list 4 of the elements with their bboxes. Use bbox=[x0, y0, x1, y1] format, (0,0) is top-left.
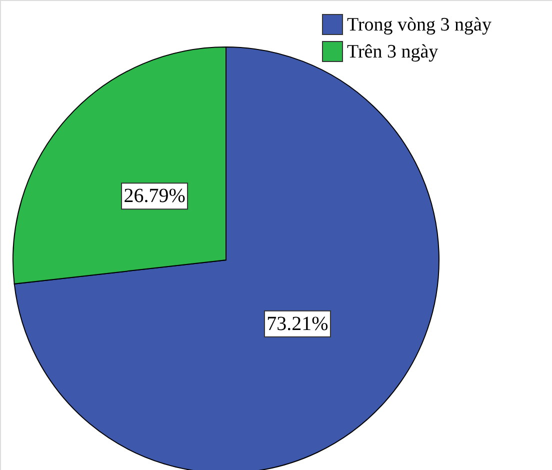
data-label: 73.21% bbox=[266, 312, 328, 335]
data-label: 26.79% bbox=[124, 185, 186, 208]
legend-label: Trên 3 ngày bbox=[347, 42, 439, 62]
legend-label: Trong vòng 3 ngày bbox=[347, 14, 492, 36]
